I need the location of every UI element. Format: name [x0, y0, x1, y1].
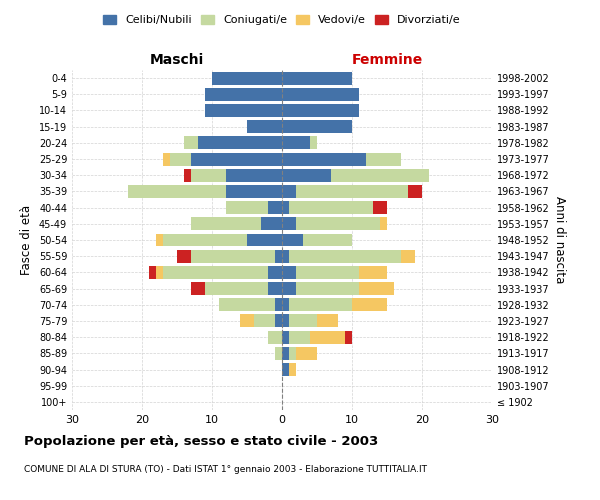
Bar [268, 282, 282, 295]
Bar [401, 250, 415, 262]
Bar [282, 120, 352, 133]
Bar [282, 169, 331, 181]
Bar [205, 88, 282, 101]
Bar [310, 136, 317, 149]
Bar [282, 201, 289, 214]
Legend: Celibi/Nubili, Coniugati/e, Vedovi/e, Divorziati/e: Celibi/Nubili, Coniugati/e, Vedovi/e, Di… [99, 10, 465, 30]
Bar [191, 152, 282, 166]
Bar [282, 266, 296, 279]
Bar [282, 250, 289, 262]
Text: Maschi: Maschi [150, 53, 204, 67]
Bar [191, 218, 261, 230]
Bar [275, 298, 282, 311]
Bar [282, 298, 289, 311]
Bar [282, 152, 366, 166]
Bar [359, 266, 387, 279]
Bar [205, 282, 268, 295]
Bar [156, 266, 163, 279]
Bar [296, 347, 317, 360]
Bar [296, 218, 380, 230]
Y-axis label: Fasce di età: Fasce di età [20, 205, 33, 275]
Bar [380, 218, 387, 230]
Bar [170, 152, 191, 166]
Bar [247, 120, 282, 133]
Bar [289, 314, 317, 328]
Bar [219, 298, 275, 311]
Bar [240, 314, 254, 328]
Bar [184, 169, 191, 181]
Bar [156, 234, 163, 246]
Bar [303, 234, 352, 246]
Bar [282, 218, 296, 230]
Bar [289, 250, 401, 262]
Bar [282, 363, 289, 376]
Bar [191, 282, 205, 295]
Bar [331, 169, 429, 181]
Bar [268, 330, 282, 344]
Bar [282, 347, 289, 360]
Bar [226, 185, 282, 198]
Bar [310, 330, 345, 344]
Bar [163, 266, 268, 279]
Bar [212, 72, 282, 85]
Bar [296, 185, 408, 198]
Bar [282, 282, 296, 295]
Bar [352, 298, 387, 311]
Bar [268, 266, 282, 279]
Bar [408, 185, 422, 198]
Bar [366, 152, 401, 166]
Bar [282, 88, 359, 101]
Bar [289, 201, 373, 214]
Bar [317, 314, 338, 328]
Bar [226, 201, 268, 214]
Bar [177, 250, 191, 262]
Bar [247, 234, 282, 246]
Bar [282, 104, 359, 117]
Bar [282, 234, 303, 246]
Bar [282, 330, 289, 344]
Bar [289, 298, 352, 311]
Text: Popolazione per età, sesso e stato civile - 2003: Popolazione per età, sesso e stato civil… [24, 435, 378, 448]
Bar [254, 314, 275, 328]
Bar [289, 363, 296, 376]
Text: Femmine: Femmine [352, 53, 422, 67]
Bar [359, 282, 394, 295]
Bar [226, 169, 282, 181]
Y-axis label: Anni di nascita: Anni di nascita [553, 196, 566, 284]
Bar [282, 72, 352, 85]
Bar [128, 185, 226, 198]
Bar [282, 314, 289, 328]
Bar [205, 104, 282, 117]
Bar [345, 330, 352, 344]
Bar [163, 234, 247, 246]
Bar [261, 218, 282, 230]
Bar [191, 250, 275, 262]
Bar [198, 136, 282, 149]
Bar [275, 347, 282, 360]
Bar [275, 250, 282, 262]
Bar [296, 266, 359, 279]
Bar [163, 152, 170, 166]
Bar [296, 282, 359, 295]
Bar [275, 314, 282, 328]
Bar [289, 347, 296, 360]
Bar [184, 136, 198, 149]
Bar [289, 330, 310, 344]
Bar [149, 266, 156, 279]
Bar [268, 201, 282, 214]
Bar [373, 201, 387, 214]
Bar [191, 169, 226, 181]
Text: COMUNE DI ALA DI STURA (TO) - Dati ISTAT 1° gennaio 2003 - Elaborazione TUTTITAL: COMUNE DI ALA DI STURA (TO) - Dati ISTAT… [24, 465, 427, 474]
Bar [282, 136, 310, 149]
Bar [282, 185, 296, 198]
